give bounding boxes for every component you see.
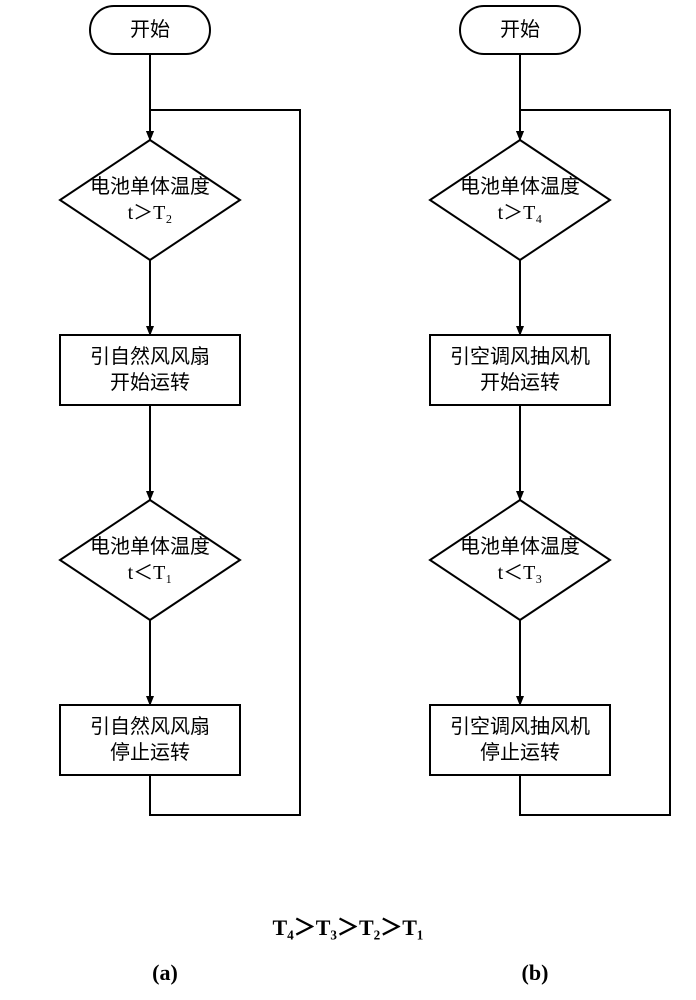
caption-flow_b: (b) bbox=[505, 960, 565, 986]
caption-flow_a: (a) bbox=[135, 960, 195, 986]
svg-shapes-layer bbox=[0, 0, 696, 1000]
flowchart-canvas: 开始电池单体温度 t＞T₂引自然风风扇 开始运转电池单体温度 t＜T₁引自然风风… bbox=[0, 0, 696, 1000]
threshold-relation: T₄＞T₃＞T₂＞T₁ bbox=[228, 910, 468, 942]
